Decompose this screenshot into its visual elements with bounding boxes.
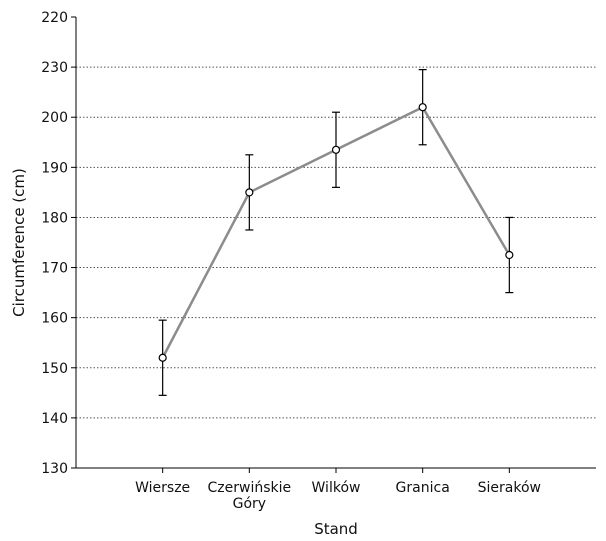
y-tick-label: 170 (41, 261, 68, 277)
y-axis-title: Circumference (cm) (10, 168, 28, 317)
y-tick-label: 190 (41, 160, 68, 176)
x-tick-label-line: Góry (233, 496, 266, 512)
y-tick-label: 230 (41, 60, 68, 76)
x-tick-label-line: Granica (396, 480, 450, 496)
data-point (158, 353, 167, 362)
y-tick-label: 150 (41, 361, 68, 377)
y-tick-label: 140 (41, 411, 68, 427)
x-tick-label-line: Wiersze (135, 480, 190, 496)
y-tick-label: 200 (41, 110, 68, 126)
x-tick-label: Sieraków (478, 480, 541, 496)
y-tick-label: 130 (41, 461, 68, 477)
x-tick-label-line: Wilków (312, 480, 361, 496)
y-tick-labels: 130 140 150 160 170 180 190 200 230 220 (41, 10, 68, 477)
x-tick-label: Wiersze (135, 480, 190, 496)
y-tick-label: 160 (41, 311, 68, 327)
data-point (505, 250, 514, 260)
x-tick-labels: Wiersze Czerwińskie Góry Wilków Granica Siera… (135, 480, 541, 512)
axes (71, 16, 596, 473)
x-tick-label: Czerwińskie Góry (208, 480, 292, 512)
data-point (418, 103, 427, 112)
x-tick-label-line: Sieraków (478, 480, 541, 496)
y-tick-label: 220 (41, 10, 68, 26)
data-point (331, 145, 341, 154)
y-tick-label: 180 (41, 210, 68, 226)
x-tick-label-line: Czerwińskie (208, 480, 292, 496)
x-tick-label: Wilków (312, 480, 361, 496)
x-tick-label: Granica (396, 480, 450, 496)
data-point (245, 188, 254, 197)
x-axis-title: Stand (314, 520, 358, 538)
series (158, 69, 514, 396)
